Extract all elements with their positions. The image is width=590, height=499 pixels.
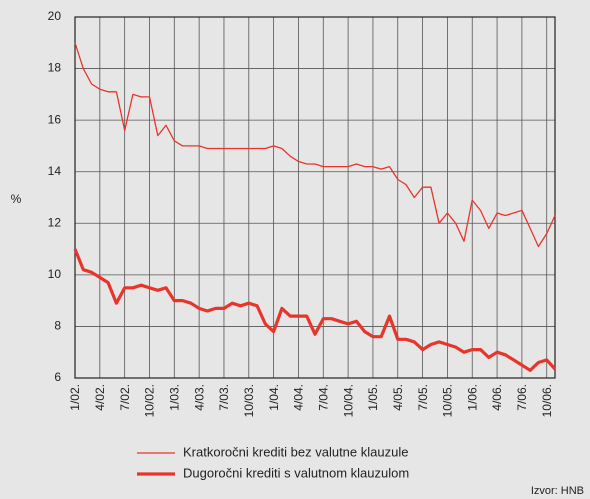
y-axis-label: % xyxy=(11,192,22,206)
x-tick-label: 7/04. xyxy=(316,384,330,411)
x-tick-label: 10/03. xyxy=(242,384,256,417)
x-tick-label: 4/06. xyxy=(490,384,504,411)
x-tick-label: 10/02. xyxy=(143,384,157,417)
y-tick-label: 20 xyxy=(48,9,62,23)
plot-frame xyxy=(74,16,556,379)
y-tick-label: 8 xyxy=(54,319,61,333)
x-tick-label: 7/06. xyxy=(515,384,529,411)
source: Izvor: HNB xyxy=(531,485,584,497)
x-tick-label: 1/02. xyxy=(68,384,82,411)
line-series xyxy=(73,248,557,372)
line-series xyxy=(74,42,556,248)
x-tick-label: 4/03. xyxy=(192,384,206,411)
x-tick-label: 4/02. xyxy=(93,384,107,411)
x-tick-label: 1/03. xyxy=(167,384,181,411)
x-tick-label: 7/05. xyxy=(416,384,430,411)
x-tick-label: 7/03. xyxy=(217,384,231,411)
x-tick-label: 1/04. xyxy=(267,384,281,411)
x-tick-label: 10/04. xyxy=(341,384,355,417)
legend-label: Dugoročni krediti s valutnom klauzulom xyxy=(183,465,409,480)
x-tick-label: 1/06. xyxy=(465,384,479,411)
y-tick-label: 6 xyxy=(54,370,61,384)
x-tick-label: 4/04. xyxy=(292,384,306,411)
x-tick-label: 10/05. xyxy=(441,384,455,417)
x-tick-label: 7/02. xyxy=(118,384,132,411)
x-tick-label: 1/05. xyxy=(366,384,380,411)
y-tick-label: 10 xyxy=(48,267,62,281)
y-tick-label: 12 xyxy=(48,215,62,229)
y-tick-label: 18 xyxy=(48,61,62,75)
legend-label: Kratkoročni krediti bez valutne klauzule xyxy=(183,444,408,459)
x-tick-label: 4/05. xyxy=(391,384,405,411)
y-tick-label: 14 xyxy=(48,164,62,178)
x-tick-label: 10/06. xyxy=(540,384,554,417)
y-tick-label: 16 xyxy=(48,112,62,126)
